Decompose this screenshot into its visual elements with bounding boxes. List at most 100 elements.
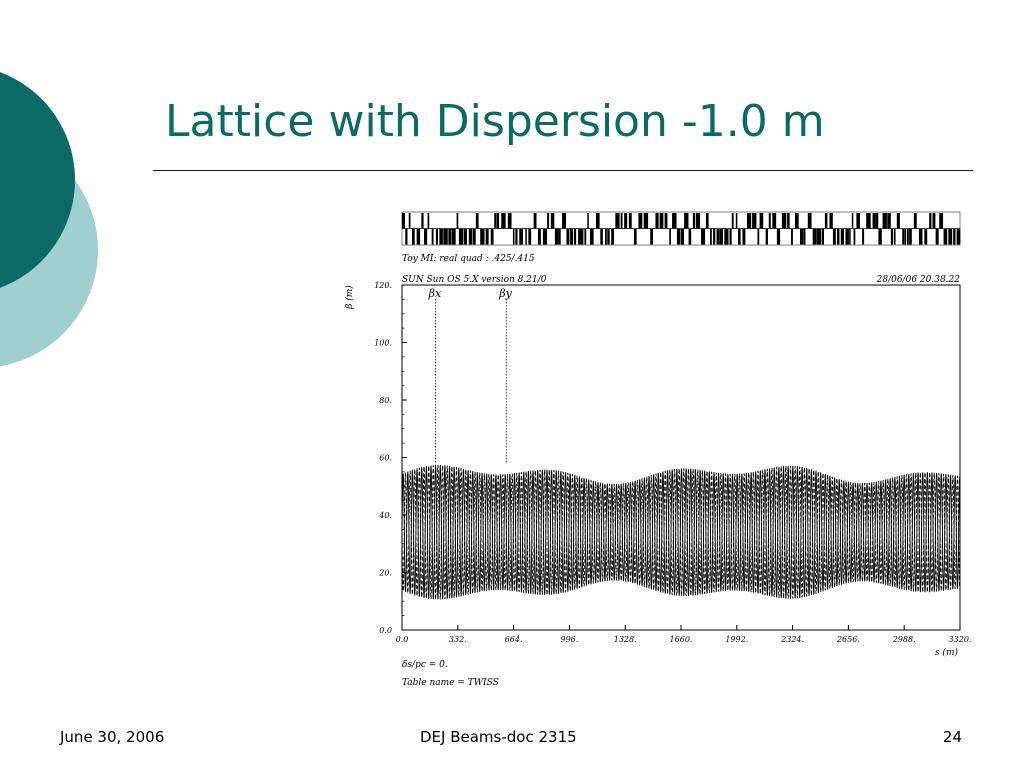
- lattice-magnet: [893, 229, 896, 245]
- lattice-magnet: [896, 213, 900, 229]
- lattice-magnet: [816, 229, 822, 245]
- lattice-magnet: [918, 229, 923, 245]
- lattice-magnet: [837, 229, 840, 245]
- lattice-magnet: [939, 213, 944, 229]
- lattice-magnet: [494, 213, 497, 229]
- lattice-magnet: [768, 213, 771, 229]
- lattice-magnet: [528, 229, 532, 245]
- footer-date: June 30, 2006: [60, 728, 165, 746]
- lattice-magnet: [501, 213, 506, 229]
- lattice-magnet: [904, 229, 907, 245]
- lattice-magnet: [800, 229, 804, 245]
- lattice-magnet: [480, 229, 485, 245]
- lattice-magnet: [620, 213, 623, 229]
- legend-label: βx: [428, 287, 442, 300]
- lattice-magnet: [633, 229, 637, 245]
- lattice-magnet: [840, 229, 844, 245]
- legend-label: βy: [498, 287, 512, 300]
- lattice-magnet: [853, 229, 856, 245]
- lattice-magnet: [584, 229, 587, 245]
- lattice-magnet: [672, 213, 677, 229]
- lattice-magnet: [472, 229, 476, 245]
- lattice-magnet: [468, 229, 473, 245]
- lattice-magnet: [948, 229, 953, 245]
- lattice-magnet: [929, 213, 932, 229]
- lattice-magnet: [490, 229, 494, 245]
- lattice-magnet: [688, 229, 692, 245]
- lattice-magnet: [932, 213, 936, 229]
- chart-header: Toy MI: real quad : .425/.415: [402, 254, 535, 264]
- lattice-magnet: [878, 229, 882, 245]
- lattice-magnet: [435, 229, 438, 245]
- x-tick-label: 3320.: [949, 635, 972, 644]
- lattice-magnet: [845, 229, 849, 245]
- lattice-magnet: [735, 213, 738, 229]
- lattice-magnet: [803, 229, 806, 245]
- lattice-magnet: [953, 229, 956, 245]
- lattice-magnet: [496, 213, 500, 229]
- lattice-magnet: [507, 213, 512, 229]
- lattice-magnet: [713, 229, 716, 245]
- lattice-magnet: [550, 213, 555, 229]
- lattice-magnet: [866, 213, 871, 229]
- lattice-magnet: [570, 229, 574, 245]
- lattice-magnet: [573, 229, 577, 245]
- lattice-magnet: [862, 229, 865, 245]
- lattice-magnet: [587, 213, 589, 229]
- x-tick-label: 1328.: [614, 635, 637, 644]
- legend: βx βy: [428, 287, 513, 464]
- x-tick-label: 2656.: [836, 635, 860, 644]
- y-tick-label: 100.: [374, 339, 392, 348]
- lattice-magnet: [525, 229, 527, 245]
- chart-version: SUN Sun OS 5.X version 8.21/0: [402, 275, 547, 285]
- lattice-magnet: [512, 229, 515, 245]
- lattice-magnet: [533, 213, 537, 229]
- footnote-momentum: δs/pc = 0.: [402, 660, 448, 670]
- lattice-magnet: [638, 213, 643, 229]
- lattice-magnet: [729, 229, 732, 245]
- lattice-magnet: [542, 229, 548, 245]
- lattice-magnet: [824, 213, 828, 229]
- x-tick-label: 1660.: [670, 635, 693, 644]
- lattice-magnet: [680, 229, 685, 245]
- x-tick-label: 332.: [449, 635, 467, 644]
- lattice-magnet: [402, 213, 405, 229]
- lattice-magnet: [906, 229, 909, 245]
- lattice-magnet: [759, 213, 764, 229]
- lattice-element-bar: [401, 211, 961, 246]
- lattice-magnet: [882, 213, 887, 229]
- lattice-magnet: [659, 213, 664, 229]
- slide-title: Lattice with Dispersion -1.0 m: [165, 96, 825, 147]
- lattice-magnet: [562, 213, 567, 229]
- x-axis-label: s (m): [935, 647, 959, 658]
- lattice-magnet: [890, 229, 894, 245]
- lattice-magnet: [589, 229, 594, 245]
- y-tick-label: 120.: [374, 281, 392, 290]
- x-tick-label: 2324.: [780, 635, 804, 644]
- lattice-magnet: [451, 229, 456, 245]
- dark-circle: [0, 72, 75, 288]
- x-tick-label: 0.0: [396, 635, 409, 644]
- lattice-magnet: [655, 213, 659, 229]
- lattice-magnet: [765, 229, 768, 245]
- lattice-magnet: [856, 213, 860, 229]
- lattice-magnet: [716, 229, 720, 245]
- lattice-magnet: [742, 229, 746, 245]
- lattice-magnet: [443, 229, 448, 245]
- lattice-magnet: [600, 229, 603, 245]
- y-tick-label: 80.: [379, 396, 392, 405]
- lattice-magnet: [485, 229, 489, 245]
- lattice-magnet: [628, 213, 632, 229]
- lattice-magnet: [757, 229, 760, 245]
- lattice-magnet: [650, 229, 654, 245]
- lattice-magnet: [794, 213, 799, 229]
- lattice-magnet: [695, 213, 701, 229]
- lattice-magnet: [913, 213, 917, 229]
- lattice-magnet: [607, 229, 610, 245]
- lattice-magnet: [902, 229, 905, 245]
- lattice-magnet: [463, 229, 467, 245]
- lattice-magnet: [427, 213, 430, 229]
- lattice-magnet: [738, 229, 741, 245]
- lattice-magnet: [807, 213, 812, 229]
- lattice-magnet: [684, 213, 689, 229]
